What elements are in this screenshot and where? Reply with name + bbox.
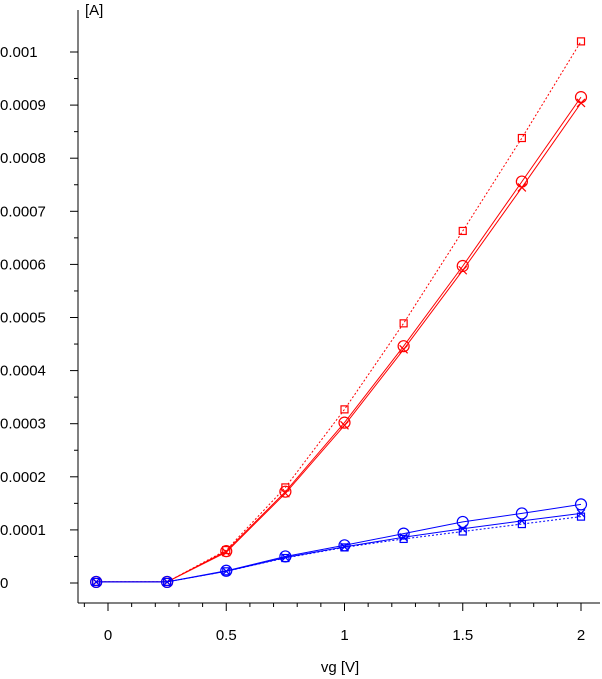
y-tick-label: 0.0008 [0,150,46,167]
y-tick-label: 0.0007 [0,203,46,220]
plot-area [90,37,588,589]
x-tick-label: 0.5 [216,627,237,644]
data-point-square [458,226,467,236]
y-tick-label: 0.001 [0,44,38,61]
x-tick-label: 0 [104,627,112,644]
x-axis-title: vg [V] [321,659,359,676]
data-point-square [163,577,172,587]
series-line [96,96,582,583]
data-point-cross [280,488,290,498]
series-line [96,102,582,583]
data-point-square [222,567,231,576]
data-point-circle [574,498,588,511]
series-circle-red [90,91,588,589]
data-point-square [340,405,349,414]
data-point-circle [515,507,528,520]
data-point-cross [576,98,586,108]
y-tick-label: 0.0002 [0,469,46,486]
x-tick-label: 1.5 [452,627,473,644]
data-point-square [92,577,101,587]
data-point-cross [399,532,409,542]
data-point-square [458,527,467,536]
y-tick-label: 0.0009 [0,97,46,114]
y-axis-title: [A] [85,2,103,19]
y-tick-label: 0.0001 [0,522,46,539]
data-point-cross [399,344,409,354]
series-line [96,512,582,583]
data-point-circle [397,527,410,540]
data-point-square [281,553,290,563]
data-point-square [340,543,349,552]
data-point-circle [220,545,233,558]
data-point-square [399,319,408,328]
data-point-cross [221,566,231,576]
y-tick-label: 0.0003 [0,416,46,433]
series-line [96,41,582,583]
x-axis-ticks: 0 0.5 1 1.5 2 [83,603,585,644]
data-point-cross [517,182,527,192]
y-axis-ticks: 0 0.0001 0.0002 0.0003 0.0004 0.0005 0.0006 0.0… [0,44,78,592]
data-point-square [222,545,231,555]
series-square-blue [92,512,586,587]
x-tick-label: 2 [577,627,585,644]
data-point-cross [221,547,231,557]
data-point-square [517,133,526,143]
series-cross-red [91,98,586,587]
data-point-circle [456,259,469,273]
data-point-cross [458,265,468,275]
y-tick-label: 0.0006 [0,256,46,273]
series-circle-blue [90,498,588,589]
data-point-circle [220,564,233,577]
data-point-square [576,37,586,46]
x-tick-label: 1 [340,627,348,644]
data-point-square [517,519,526,529]
y-tick-label: 0.0005 [0,310,46,327]
data-point-circle [397,340,410,353]
data-point-cross [162,577,172,587]
y-tick-label: 0.0004 [0,363,46,380]
data-point-circle [279,485,292,498]
series-cross-blue [91,509,586,587]
series-line [96,503,582,583]
series-line [96,516,582,583]
data-point-circle [338,416,351,429]
data-point-square [576,512,586,521]
data-point-square [399,534,408,544]
y-tick-label: 0 [0,575,8,592]
data-point-cross [91,577,101,587]
series-square-red [92,37,586,587]
data-point-cross [340,420,349,430]
